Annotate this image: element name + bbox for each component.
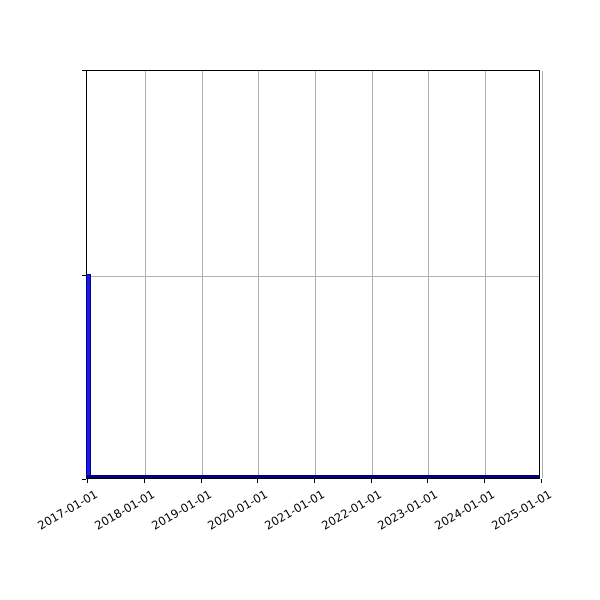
zero-baseline	[87, 475, 539, 478]
gridline-vertical	[201, 71, 203, 478]
x-tick-label: 2019-01-01	[148, 487, 214, 533]
y-axis-tick-labels: 012	[0, 0, 78, 600]
gridline-vertical	[258, 71, 260, 478]
x-tick-mark	[427, 479, 429, 483]
y-tick-mark	[82, 70, 86, 71]
x-tick-mark	[370, 479, 372, 483]
gridline-vertical	[371, 71, 373, 478]
x-tick-mark	[143, 479, 145, 483]
gridline-horizontal	[87, 275, 539, 277]
gridline-vertical	[428, 71, 430, 478]
gridline-vertical	[315, 71, 316, 478]
x-tick-label: 2023-01-01	[375, 487, 441, 533]
gridline-vertical	[541, 71, 543, 478]
bar	[86, 273, 92, 478]
x-tick-mark	[314, 479, 315, 483]
gridline-vertical	[144, 71, 146, 478]
plot-area	[86, 70, 543, 479]
x-tick-label: 2024-01-01	[432, 487, 498, 533]
x-tick-label: 2022-01-01	[318, 487, 384, 533]
x-tick-label: 2020-01-01	[205, 487, 271, 533]
x-tick-mark	[540, 479, 542, 483]
x-tick-label: 2021-01-01	[262, 487, 327, 533]
x-tick-label: 2025-01-01	[488, 487, 554, 533]
x-tick-mark	[257, 479, 259, 483]
y-tick-mark	[82, 479, 86, 480]
x-tick-mark	[200, 479, 202, 483]
x-tick-mark	[87, 479, 89, 483]
y-tick-mark	[82, 274, 86, 276]
x-tick-mark	[484, 479, 486, 483]
gridline-vertical	[485, 71, 487, 478]
